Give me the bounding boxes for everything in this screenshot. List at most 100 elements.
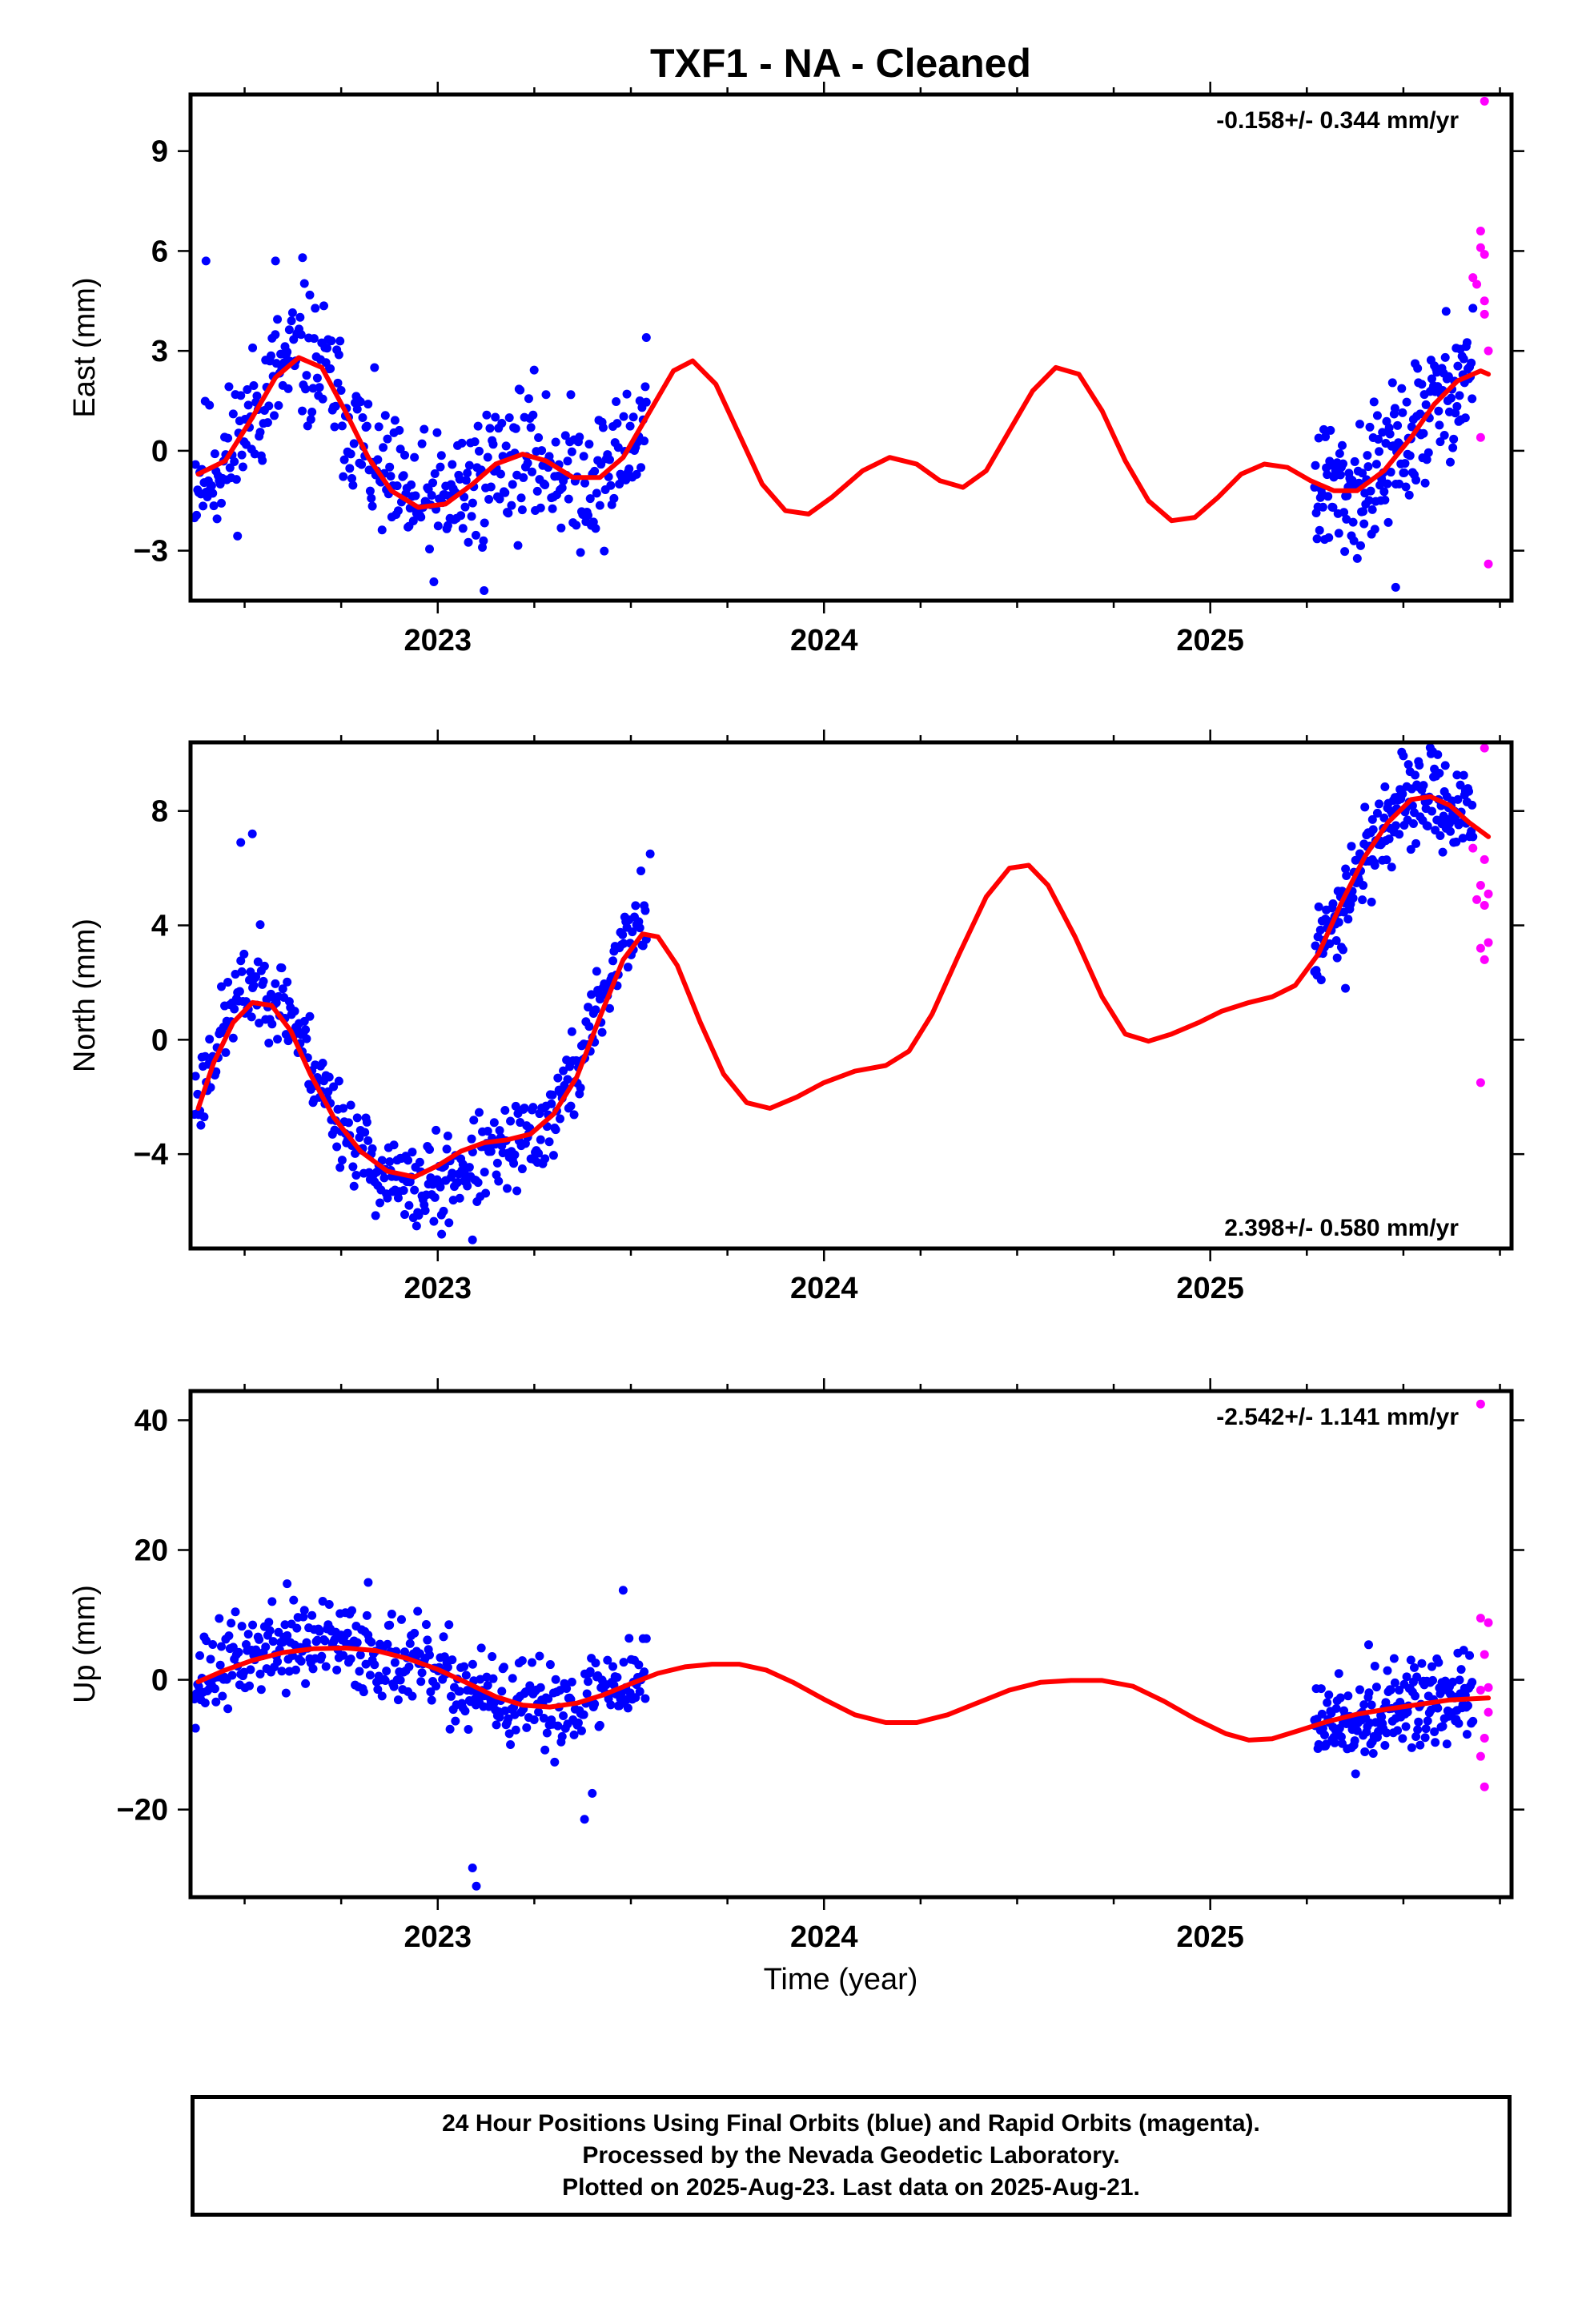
final-orbit-point [517,505,527,515]
final-orbit-point [334,1076,343,1086]
final-orbit-point [1384,834,1394,844]
final-orbit-point [591,524,600,533]
final-orbit-point [1468,1678,1477,1687]
final-orbit-point [1452,402,1462,412]
final-orbit-point [1401,482,1411,492]
final-orbit-point [636,866,646,875]
final-orbit-point [1453,361,1463,371]
final-orbit-point [464,460,474,470]
final-orbit-point [1460,413,1470,423]
final-orbit-point [373,455,383,464]
final-orbit-point [224,1631,234,1641]
x-tick-label: 2023 [404,1272,472,1305]
final-orbit-point [1383,479,1392,489]
rapid-orbit-point [1476,1751,1485,1761]
final-orbit-point [217,498,227,508]
final-orbit-point [236,391,246,400]
final-orbit-point [252,391,262,400]
final-orbit-point [464,1724,473,1734]
final-orbit-point [209,501,219,511]
final-orbit-point [492,1158,502,1168]
final-orbit-point [303,421,312,431]
final-orbit-point [540,480,550,489]
final-orbit-point [1371,1683,1381,1692]
final-orbit-point [472,1881,481,1891]
final-orbit-point [367,1638,376,1647]
final-orbit-point [479,536,488,545]
final-orbit-point [1391,582,1400,592]
final-orbit-point [520,1104,529,1113]
final-orbit-point [1423,1716,1432,1726]
fit-curve [195,794,1492,1180]
rapid-orbit-point [1476,881,1485,891]
final-orbit-point [641,1634,651,1643]
final-orbit-point [640,906,650,915]
final-orbit-point [474,1108,484,1117]
final-orbit-point [215,1660,225,1670]
final-orbit-point [235,987,244,996]
final-orbit-point [393,1193,403,1203]
final-orbit-point [557,1731,567,1741]
final-orbit-point [575,432,584,442]
final-orbit-point [271,359,281,368]
final-orbit-point [1452,837,1461,846]
final-orbit-point [1407,1743,1416,1752]
final-orbit-point [445,1724,455,1734]
final-orbit-point [332,1665,342,1675]
final-orbit-point [598,423,608,432]
final-orbit-point [596,460,606,469]
final-orbit-point [362,1117,371,1127]
final-orbit-point [379,443,388,452]
final-orbit-point [1414,1717,1423,1727]
final-orbit-point [569,1110,579,1120]
final-orbit-point [1445,457,1455,467]
final-orbit-point [196,1120,206,1130]
final-orbit-point [483,452,492,462]
final-orbit-point [238,462,247,472]
final-orbit-point [417,439,427,448]
final-orbit-point [365,1671,375,1680]
final-orbit-point [1352,553,1362,563]
final-orbit-point [377,1691,387,1701]
final-orbit-point [468,1235,477,1244]
final-orbit-point [1328,899,1338,909]
final-orbit-point [1395,479,1404,489]
final-orbit-point [1320,1730,1330,1739]
final-orbit-point [1459,354,1468,364]
final-orbit-point [1358,895,1367,905]
final-orbit-point [329,1082,339,1092]
final-orbit-point [496,469,505,479]
final-orbit-point [218,1691,227,1701]
final-orbit-point [478,543,488,553]
final-orbit-point [1398,408,1407,417]
final-orbit-point [640,1667,649,1677]
final-orbit-point [499,1663,508,1672]
final-orbit-point [1409,1663,1419,1672]
final-orbit-point [460,1707,470,1716]
final-orbit-point [283,1579,292,1589]
x-tick-label: 2025 [1176,624,1244,657]
final-orbit-point [547,1099,556,1108]
rapid-orbit-point [1480,854,1489,864]
final-orbit-point [584,1003,593,1012]
final-orbit-point [258,456,267,465]
plot-frame [188,740,1514,1251]
final-orbit-point [1393,420,1403,430]
final-orbit-point [563,1075,572,1084]
final-orbit-point [430,1192,440,1202]
final-orbit-point [528,1103,538,1112]
final-orbit-point [259,976,268,986]
final-orbit-point [221,1047,231,1057]
rapid-orbit-point [1480,955,1489,964]
final-orbit-point [355,1651,365,1660]
y-tick-label: 0 [151,1023,168,1057]
final-orbit-point [1316,1684,1326,1694]
final-orbit-point [1445,826,1455,836]
rapid-orbit-point [1476,1078,1485,1088]
final-orbit-point [1465,1651,1475,1660]
final-orbit-point [482,410,492,420]
final-orbit-point [641,397,651,407]
final-orbit-point [634,1660,644,1670]
final-orbit-point [245,1681,255,1691]
final-orbit-point [396,444,405,454]
